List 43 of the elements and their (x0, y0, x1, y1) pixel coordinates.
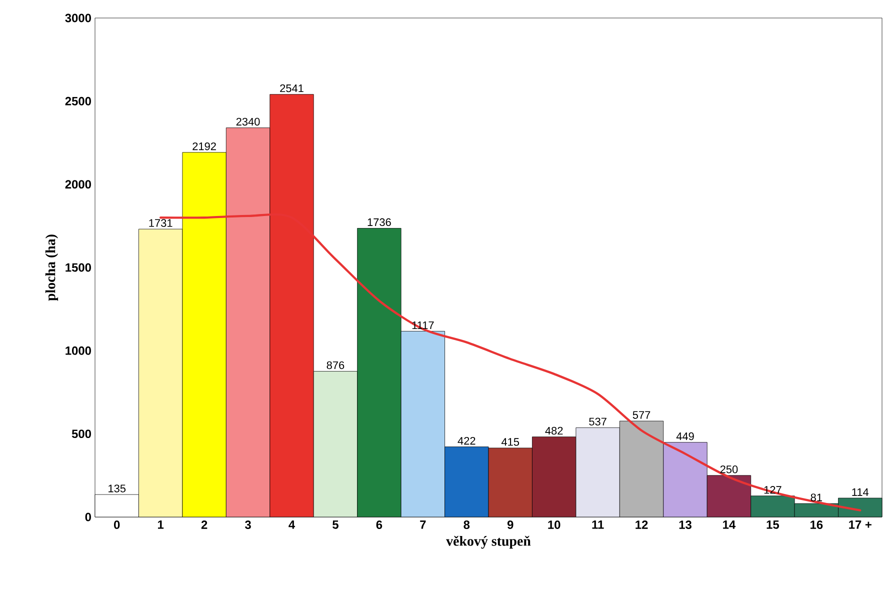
y-tick-label: 2000 (65, 180, 91, 189)
y-axis-title: plocha (ha) (45, 234, 58, 301)
x-tick-label: 8 (464, 520, 470, 529)
x-tick-label: 5 (332, 520, 338, 529)
data-label: 1731 (149, 219, 172, 227)
y-tick-label: 1500 (66, 263, 91, 272)
x-tick-label: 6 (376, 520, 382, 529)
y-tick-label: 3000 (65, 14, 91, 22)
y-tick-label: 2500 (65, 96, 91, 106)
x-tick-label: 4 (288, 520, 296, 529)
y-tick-label: 0 (85, 512, 91, 522)
data-label: 81 (810, 494, 822, 502)
x-tick-label: 0 (114, 520, 120, 529)
y-tick-label: 500 (72, 430, 91, 438)
data-label: 1736 (368, 218, 391, 226)
y-tick-label: 1000 (66, 346, 91, 355)
data-label: 2192 (192, 142, 216, 150)
data-label: 2541 (280, 84, 304, 92)
data-label: 250 (720, 465, 738, 474)
x-tick-label: 11 (592, 520, 604, 529)
x-tick-label: 9 (507, 520, 514, 529)
data-label: 482 (545, 426, 563, 435)
data-label: 114 (852, 488, 869, 496)
data-label: 415 (501, 438, 520, 446)
x-tick-label: 12 (636, 520, 648, 529)
data-label: 422 (458, 436, 476, 445)
data-label: 876 (326, 361, 344, 370)
x-tick-label: 17 + (849, 520, 872, 529)
x-tick-label: 10 (548, 520, 560, 529)
data-label: 537 (589, 418, 606, 426)
x-tick-label: 13 (679, 520, 692, 530)
x-tick-label: 3 (244, 520, 251, 530)
x-tick-label: 1 (158, 520, 164, 529)
x-tick-label: 14 (723, 520, 736, 529)
x-axis-title: věkový stupeň (446, 536, 531, 549)
data-label: 2340 (236, 118, 260, 126)
x-tick-label: 7 (420, 520, 426, 529)
x-tick-label: 2 (201, 520, 208, 529)
x-tick-label: 15 (766, 520, 780, 529)
data-label: 449 (676, 432, 694, 440)
data-label: 135 (108, 484, 126, 492)
data-label: 577 (632, 411, 650, 419)
x-tick-label: 16 (810, 520, 823, 529)
